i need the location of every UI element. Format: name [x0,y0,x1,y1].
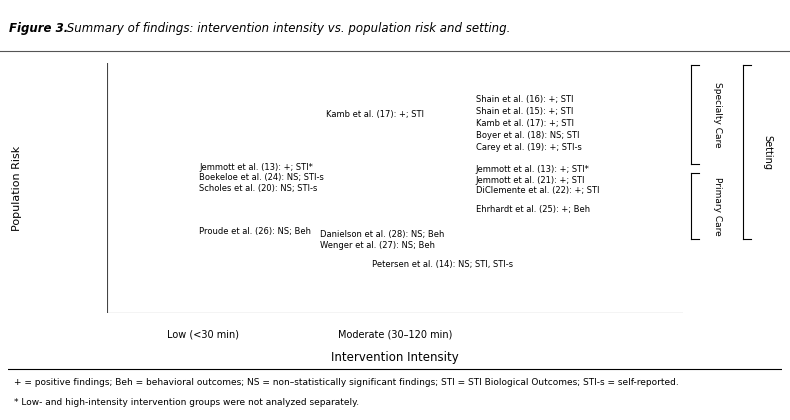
Text: Proude et al. (26): NS; Beh: Proude et al. (26): NS; Beh [199,227,311,236]
Text: High (>120 min): High (>120 min) [539,330,635,340]
Text: Jemmott et al. (13): +; STI*: Jemmott et al. (13): +; STI* [476,165,589,174]
Text: Setting: Setting [762,135,772,170]
Text: Moderate (30–120 min): Moderate (30–120 min) [338,330,452,340]
Text: + = positive findings; Beh = behavioral outcomes; NS = non–statistically signifi: + = positive findings; Beh = behavioral … [14,378,679,388]
Text: Low: Low [62,299,82,308]
Text: Kamb et al. (17): +; STI: Kamb et al. (17): +; STI [325,110,423,119]
Text: Summary of findings: intervention intensity vs. population risk and setting.: Summary of findings: intervention intens… [63,22,510,35]
Text: Shain et al. (16): +; STI: Shain et al. (16): +; STI [476,95,574,105]
Text: High: High [60,70,84,79]
Text: Specialty Care: Specialty Care [713,82,721,148]
Text: Low (<30 min): Low (<30 min) [167,330,239,340]
Text: Danielson et al. (28): NS; Beh: Danielson et al. (28): NS; Beh [320,231,445,239]
Text: Primary Care: Primary Care [713,177,721,236]
Text: Carey et al. (19): +; STI-s: Carey et al. (19): +; STI-s [476,144,581,152]
Text: Ehrhardt et al. (25): +; Beh: Ehrhardt et al. (25): +; Beh [476,205,590,214]
Text: Boyer et al. (18): NS; STI: Boyer et al. (18): NS; STI [476,131,579,140]
Text: Jemmott et al. (13): +; STI*: Jemmott et al. (13): +; STI* [199,163,313,172]
Text: Jemmott et al. (21): +; STI: Jemmott et al. (21): +; STI [476,176,585,185]
Text: Shain et al. (15): +; STI: Shain et al. (15): +; STI [476,108,573,116]
Text: * Low- and high-intensity intervention groups were not analyzed separately.: * Low- and high-intensity intervention g… [14,398,359,407]
Text: Petersen et al. (14): NS; STI, STI-s: Petersen et al. (14): NS; STI, STI-s [372,260,513,269]
Text: Wenger et al. (27): NS; Beh: Wenger et al. (27): NS; Beh [320,241,435,250]
Text: DiClemente et al. (22): +; STI: DiClemente et al. (22): +; STI [476,186,600,195]
Text: Figure 3.: Figure 3. [9,22,69,35]
Text: Boekeloe et al. (24): NS; STI-s: Boekeloe et al. (24): NS; STI-s [199,173,324,182]
Text: Scholes et al. (20): NS; STI-s: Scholes et al. (20): NS; STI-s [199,184,318,193]
Text: Intervention Intensity: Intervention Intensity [331,352,459,365]
Text: Population Risk: Population Risk [13,145,22,231]
Text: Kamb et al. (17): +; STI: Kamb et al. (17): +; STI [476,119,574,129]
